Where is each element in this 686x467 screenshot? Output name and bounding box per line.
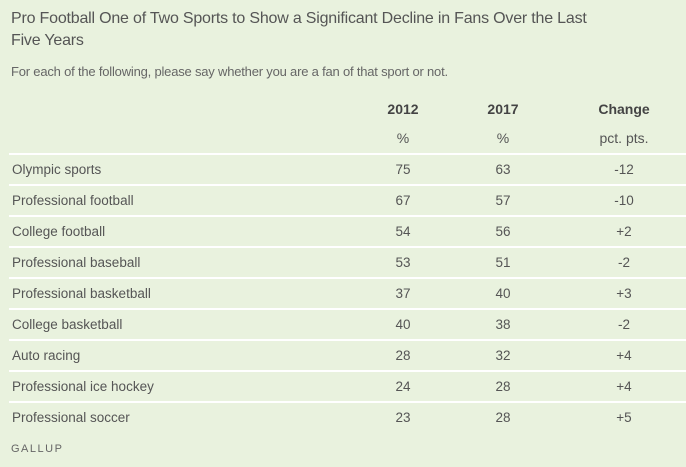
row-label: Auto racing: [12, 348, 81, 363]
value-change: +2: [616, 224, 632, 239]
table-row: College basketball 40 38 -2: [9, 308, 686, 339]
value-change: -2: [617, 255, 630, 270]
column-header-2012: 2012: [387, 101, 419, 117]
data-table: 2012 2017 Change % % pct. pts. Olympic s…: [9, 95, 686, 432]
table-row: Olympic sports 75 63 -12: [9, 153, 686, 184]
value-2017: 38: [495, 317, 511, 332]
table-row: Auto racing 28 32 +4: [9, 339, 686, 370]
value-2012: 67: [395, 193, 411, 208]
value-2012: 37: [395, 286, 411, 301]
value-2012: 54: [395, 224, 411, 239]
row-label: Professional football: [12, 193, 134, 208]
value-2017: 56: [495, 224, 511, 239]
row-label: Professional basketball: [12, 286, 151, 301]
value-2012: 53: [395, 255, 411, 270]
chart-title: Pro Football One of Two Sports to Show a…: [11, 10, 587, 49]
value-2017: 28: [495, 379, 511, 394]
unit-change: pct. pts.: [599, 130, 649, 146]
value-change: +3: [616, 286, 632, 301]
table-row: College football 54 56 +2: [9, 215, 686, 246]
value-2017: 32: [495, 348, 511, 363]
table-row: Professional soccer 23 28 +5: [9, 401, 686, 432]
source-logo: GALLUP: [11, 443, 64, 455]
row-label: Olympic sports: [12, 162, 102, 177]
value-2012: 40: [395, 317, 411, 332]
row-label: Professional soccer: [12, 410, 130, 425]
value-change: +4: [616, 379, 632, 394]
table-row: Professional football 67 57 -10: [9, 184, 686, 215]
row-label: College basketball: [12, 317, 123, 332]
value-2012: 24: [395, 379, 411, 394]
table-row: Professional basketball 37 40 +3: [9, 277, 686, 308]
value-change: +4: [616, 348, 632, 363]
units-row: % % pct. pts.: [9, 124, 686, 153]
column-header-2017: 2017: [487, 101, 519, 117]
value-2017: 28: [495, 410, 511, 425]
value-change: -10: [614, 193, 634, 208]
header-row: 2012 2017 Change: [9, 95, 686, 124]
table-row: Professional ice hockey 24 28 +4: [9, 370, 686, 401]
value-2017: 51: [495, 255, 511, 270]
value-2017: 40: [495, 286, 511, 301]
table-row: Professional baseball 53 51 -2: [9, 246, 686, 277]
value-2012: 23: [395, 410, 411, 425]
value-2017: 63: [495, 162, 511, 177]
question-text: For each of the following, please say wh…: [11, 64, 448, 79]
value-change: -2: [617, 317, 630, 332]
value-2012: 28: [395, 348, 411, 363]
value-2012: 75: [395, 162, 411, 177]
unit-2012: %: [396, 130, 410, 146]
column-header-change: Change: [598, 101, 650, 117]
row-label: College football: [12, 224, 106, 239]
value-change: -12: [614, 162, 634, 177]
unit-2017: %: [496, 130, 510, 146]
value-2017: 57: [495, 193, 511, 208]
row-label: Professional baseball: [12, 255, 141, 270]
value-change: +5: [616, 410, 632, 425]
row-label: Professional ice hockey: [12, 379, 154, 394]
